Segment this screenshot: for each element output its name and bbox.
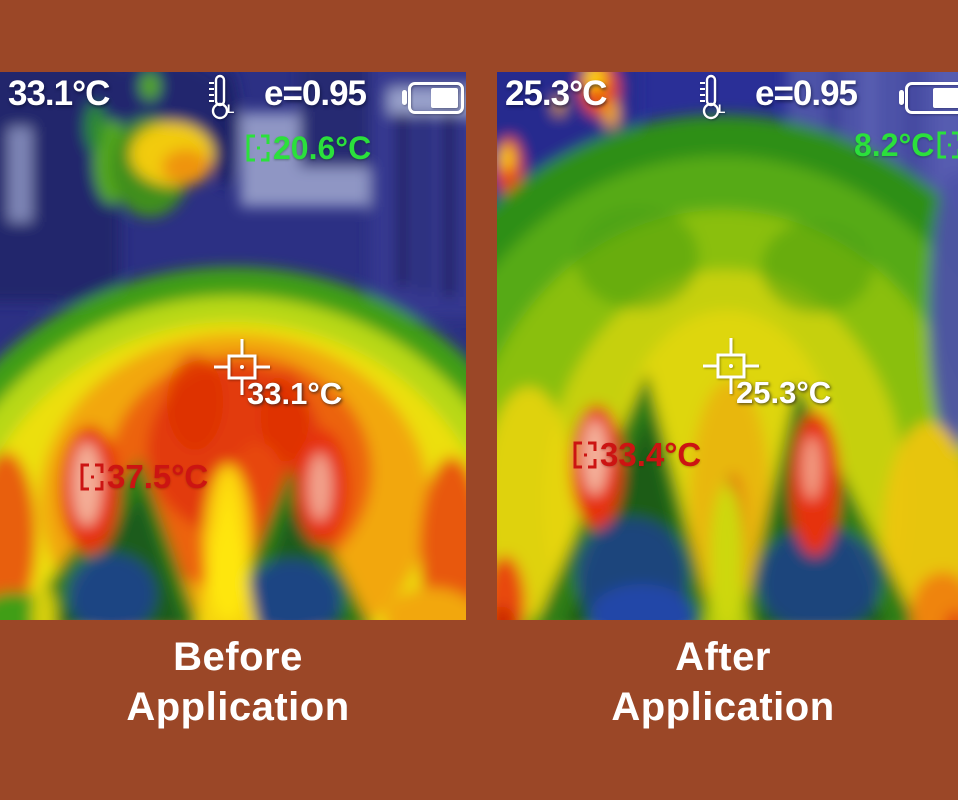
thermal-image-after: 25.3°C L e=0.95 8.2°C — [497, 72, 958, 620]
battery-fill — [430, 88, 458, 108]
cold-spot-marker: 8.2°C — [854, 129, 958, 161]
battery-icon — [402, 82, 464, 114]
hot-spot-temp: 33.4°C — [600, 436, 702, 473]
thermometer-mode-label: L — [718, 102, 725, 116]
battery-icon — [899, 82, 958, 114]
thermometer-icon: L — [209, 74, 234, 120]
caption-after-line2: Application — [611, 685, 835, 729]
caption-before-line2: Application — [126, 685, 350, 729]
thermometer-icon: L — [700, 74, 725, 120]
crosshair-icon — [214, 339, 270, 395]
cold-spot-marker: 20.6°C — [244, 132, 371, 164]
caption-after: After Application — [488, 632, 958, 732]
main-temp-reading: 25.3°C — [505, 74, 607, 113]
caption-before: Before Application — [0, 632, 476, 732]
cold-spot-temp: 20.6°C — [273, 130, 372, 166]
hot-spot-bracket-icon — [80, 463, 104, 490]
cold-spot-temp: 8.2°C — [854, 127, 935, 163]
main-temp-reading: 33.1°C — [8, 74, 110, 113]
hot-spot-marker: 37.5°C — [78, 460, 208, 493]
hot-spot-bracket-icon — [573, 441, 597, 468]
battery-fill — [932, 88, 958, 108]
center-temp-reading: 25.3°C — [736, 375, 832, 410]
center-temp-reading: 33.1°C — [247, 376, 343, 411]
cold-spot-bracket-icon — [937, 131, 958, 159]
center-crosshair: 25.3°C — [699, 334, 831, 408]
cold-spot-bracket-icon — [246, 134, 270, 162]
thermal-photo-before — [0, 72, 466, 620]
emissivity-reading: e=0.95 — [264, 74, 367, 113]
battery-nub — [402, 90, 407, 105]
hot-spot-marker: 33.4°C — [571, 438, 701, 471]
hot-spot-temp: 37.5°C — [107, 458, 209, 495]
battery-nub — [899, 90, 904, 105]
crosshair-icon — [703, 338, 759, 394]
center-crosshair: 33.1°C — [210, 335, 342, 409]
thermometer-mode-label: L — [227, 102, 234, 116]
emissivity-reading: e=0.95 — [755, 74, 858, 113]
thermal-image-before: 33.1°C L e=0.95 20.6°C — [0, 72, 466, 620]
thermal-photo-after — [497, 72, 958, 620]
caption-after-line1: After — [675, 635, 771, 679]
caption-before-line1: Before — [173, 635, 303, 679]
